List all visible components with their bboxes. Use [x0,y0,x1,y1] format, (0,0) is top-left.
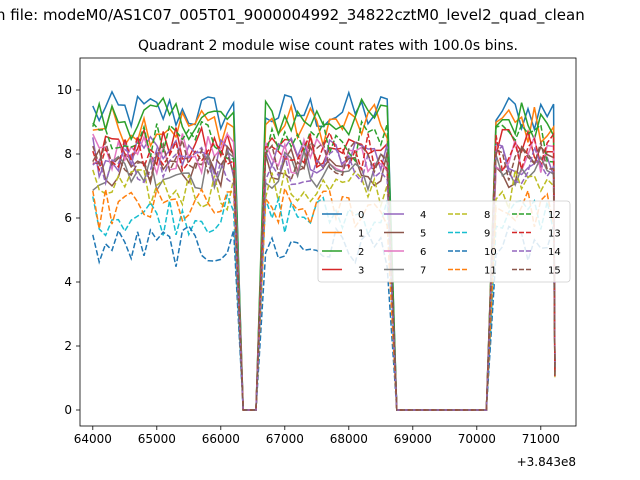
y-tick-label: 4 [64,275,72,289]
legend-label-3: 3 [358,266,364,277]
y-tick-label: 8 [64,147,72,161]
y-tick-label: 6 [64,211,72,225]
x-tick-label: 64000 [74,432,112,446]
series-line-12 [92,119,556,411]
x-tick-label: 65000 [138,432,176,446]
x-tick-label: 70000 [458,432,496,446]
x-tick-label: 68000 [330,432,368,446]
x-tick-label: 66000 [202,432,240,446]
legend-label-9: 9 [484,229,490,240]
series-line-0 [92,89,556,411]
legend-label-4: 4 [420,210,426,221]
legend-label-2: 2 [358,247,364,258]
plot-area: 64000 65000 66000 67000 68000 69000 70000 71000… [57,57,577,446]
y-tick-label: 10 [57,83,72,97]
series-line-9 [92,192,556,411]
x-offset-label: +3.843e8 [517,455,576,469]
legend-label-7: 7 [420,266,426,277]
series-line-2 [92,96,556,411]
figure-suptitle: n file: modeM0/AS1C07_005T01_9000004992_… [0,6,585,25]
legend-label-6: 6 [420,247,426,258]
axes-frame [79,57,577,427]
series-line-15 [92,138,556,411]
y-tick-label: 2 [64,339,72,353]
legend-label-5: 5 [420,229,426,240]
x-tick-label: 67000 [266,432,304,446]
legend-box [317,200,571,283]
legend-label-0: 0 [358,210,364,221]
series-line-7 [92,150,556,411]
x-tick-label: 69000 [394,432,432,446]
legend-label-12: 12 [548,210,561,221]
legend-label-14: 14 [548,247,561,258]
series-line-8 [92,169,556,411]
legend-label-13: 13 [548,229,561,240]
chart-title: Quadrant 2 module wise count rates with … [138,38,518,54]
y-tick-label: 0 [64,403,72,417]
legend-label-1: 1 [358,229,364,240]
legend-label-8: 8 [484,210,490,221]
x-tick-label: 71000 [522,432,560,446]
legend-label-11: 11 [484,266,497,277]
series-line-13 [92,130,556,411]
series-line-14 [92,144,556,411]
legend-label-10: 10 [484,247,497,258]
legend-label-15: 15 [548,266,561,277]
